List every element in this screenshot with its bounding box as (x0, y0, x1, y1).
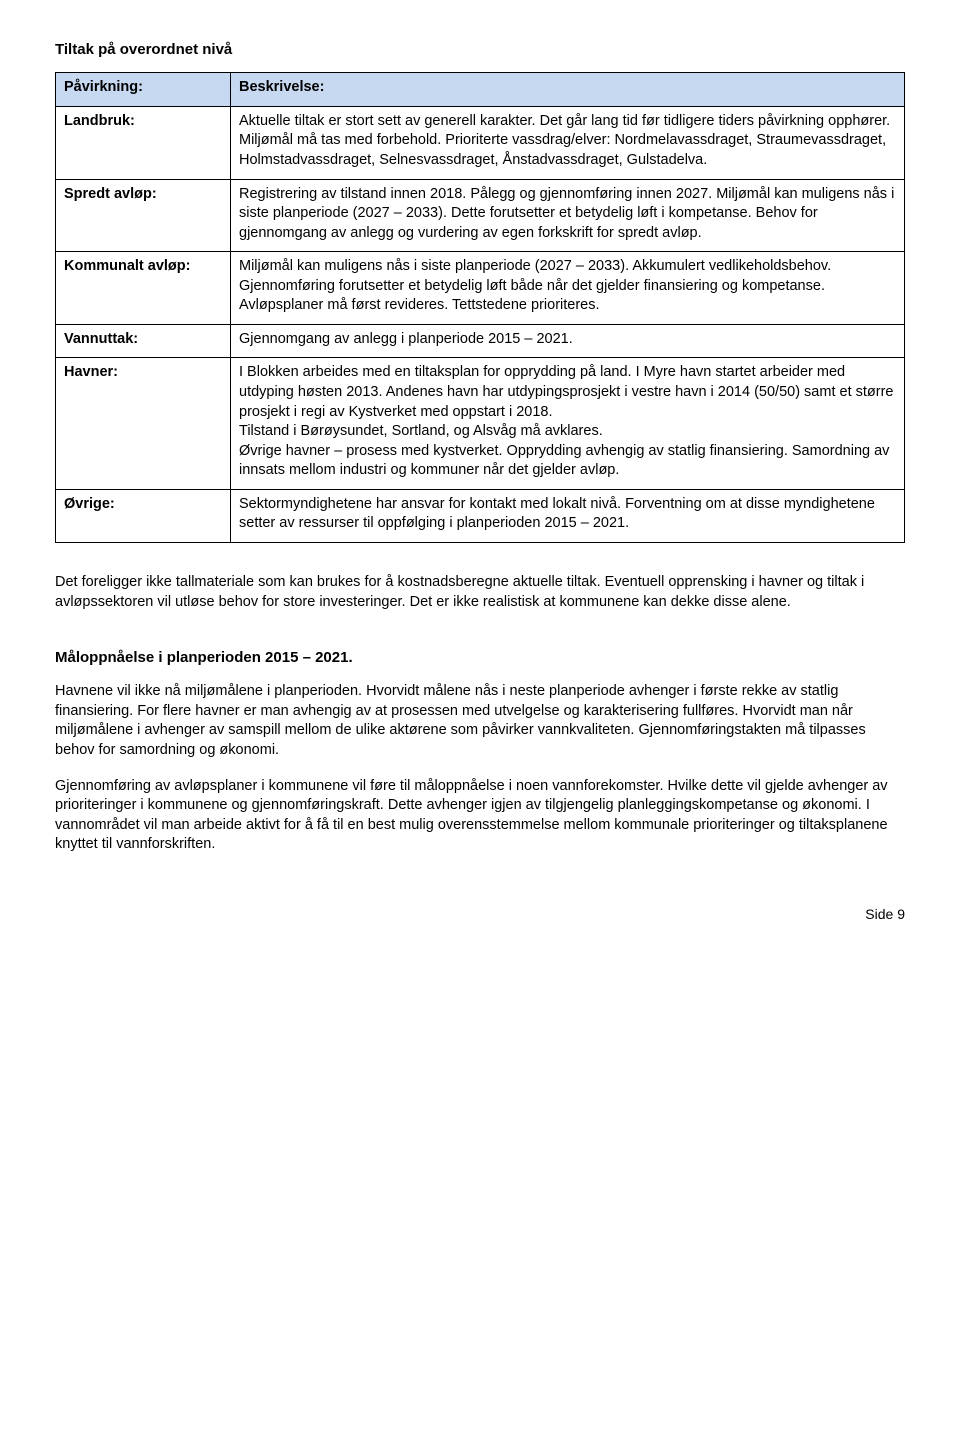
row-text: Registrering av tilstand innen 2018. Pål… (231, 179, 905, 252)
row-label: Spredt avløp: (56, 179, 231, 252)
table-row: Landbruk: Aktuelle tiltak er stort sett … (56, 106, 905, 179)
paragraph-2: Havnene vil ikke nå miljømålene i planpe… (55, 682, 905, 760)
measures-table: Påvirkning: Beskrivelse: Landbruk: Aktue… (55, 72, 905, 543)
row-label: Havner: (56, 358, 231, 489)
page-footer: Side 9 (55, 905, 905, 924)
row-text: Miljømål kan muligens nås i siste planpe… (231, 252, 905, 325)
subheading: Måloppnåelse i planperioden 2015 – 2021. (55, 648, 905, 668)
section-title: Tiltak på overordnet nivå (55, 40, 905, 60)
row-text: Sektormyndighetene har ansvar for kontak… (231, 489, 905, 542)
table-header-left: Påvirkning: (56, 73, 231, 107)
table-row: Spredt avløp: Registrering av tilstand i… (56, 179, 905, 252)
paragraph-intro: Det foreligger ikke tallmateriale som ka… (55, 573, 905, 612)
row-text: I Blokken arbeides med en tiltaksplan fo… (231, 358, 905, 489)
table-row: Havner: I Blokken arbeides med en tiltak… (56, 358, 905, 489)
table-header-right: Beskrivelse: (231, 73, 905, 107)
table-row: Kommunalt avløp: Miljømål kan muligens n… (56, 252, 905, 325)
row-label: Vannuttak: (56, 324, 231, 358)
row-text: Aktuelle tiltak er stort sett av generel… (231, 106, 905, 179)
row-label: Øvrige: (56, 489, 231, 542)
table-row: Vannuttak: Gjennomgang av anlegg i planp… (56, 324, 905, 358)
row-label: Landbruk: (56, 106, 231, 179)
table-row: Øvrige: Sektormyndighetene har ansvar fo… (56, 489, 905, 542)
row-text: Gjennomgang av anlegg i planperiode 2015… (231, 324, 905, 358)
paragraph-3: Gjennomføring av avløpsplaner i kommunen… (55, 777, 905, 855)
row-label: Kommunalt avløp: (56, 252, 231, 325)
